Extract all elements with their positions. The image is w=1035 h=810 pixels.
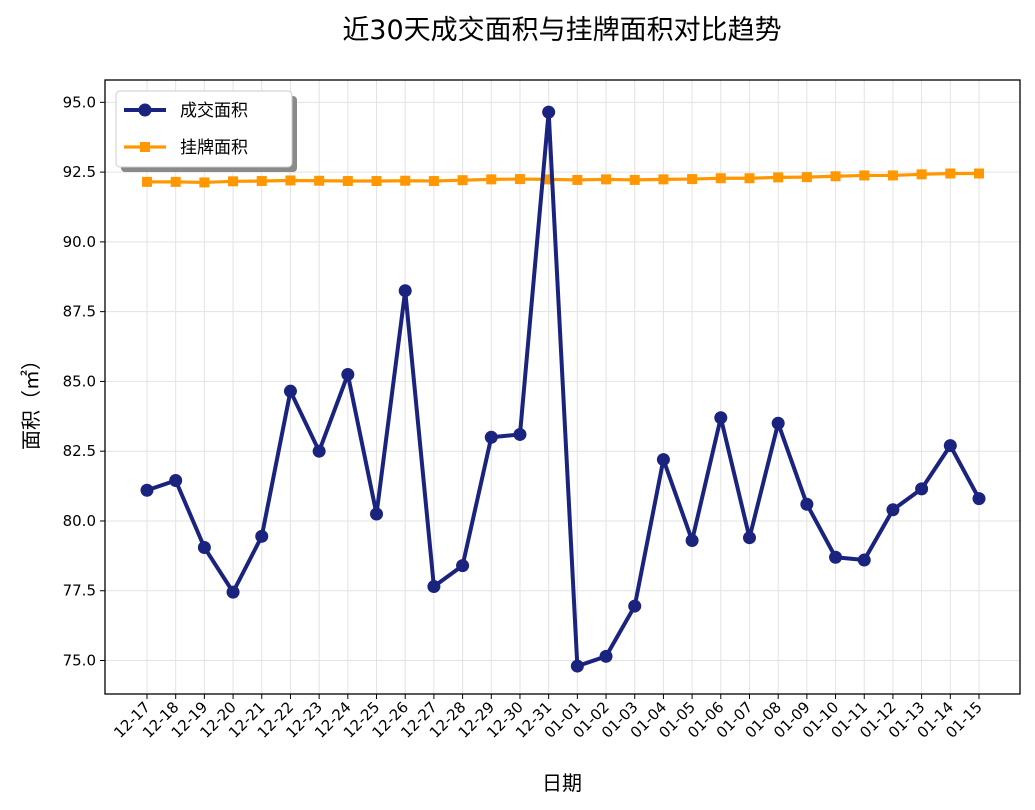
data-point	[570, 659, 584, 673]
data-point	[484, 430, 498, 444]
series-listing-area	[142, 168, 984, 188]
y-tick-label: 77.5	[63, 582, 96, 600]
data-point	[169, 473, 183, 487]
data-point	[744, 173, 755, 184]
data-point	[771, 416, 785, 430]
data-point	[456, 559, 470, 573]
data-point	[629, 174, 640, 185]
series-layer	[140, 105, 986, 673]
y-axis: 75.0 77.5 80.0 82.5 85.0 87.5 90.0 92.5 95.0	[63, 93, 105, 670]
data-point	[945, 168, 956, 179]
data-point	[199, 177, 210, 188]
data-point	[514, 174, 525, 185]
data-point	[916, 169, 927, 180]
data-point	[513, 427, 527, 441]
data-point	[457, 175, 468, 186]
data-point	[314, 175, 325, 186]
legend-label: 成交面积	[180, 101, 248, 121]
data-point	[857, 553, 871, 567]
y-axis-label: 面积（㎡）	[19, 350, 43, 450]
data-point	[370, 507, 384, 521]
data-point	[742, 531, 756, 545]
data-point	[800, 497, 814, 511]
y-tick-label: 92.5	[63, 163, 96, 181]
data-point	[283, 384, 297, 398]
plot-frame	[104, 79, 1021, 695]
legend-marker	[140, 142, 150, 152]
data-point	[427, 580, 441, 594]
data-point	[886, 503, 900, 517]
data-point	[943, 439, 957, 453]
data-point	[228, 176, 239, 187]
data-point	[915, 482, 929, 496]
data-point	[342, 176, 353, 187]
data-point	[140, 483, 154, 497]
data-point	[170, 176, 181, 187]
legend-marker	[138, 103, 152, 117]
data-point	[486, 174, 497, 185]
y-tick-label: 80.0	[63, 512, 96, 530]
series-deal-area	[140, 105, 986, 673]
data-point	[830, 171, 841, 182]
data-point	[628, 599, 642, 613]
data-point	[829, 550, 843, 564]
data-point	[656, 453, 670, 467]
data-point	[887, 170, 898, 181]
data-point	[312, 444, 326, 458]
data-point	[398, 284, 412, 298]
data-point	[255, 529, 269, 543]
data-point	[542, 105, 556, 119]
y-tick-label: 90.0	[63, 233, 96, 251]
y-tick-label: 87.5	[63, 303, 96, 321]
data-point	[371, 176, 382, 187]
data-point	[715, 173, 726, 184]
data-point	[859, 170, 870, 181]
data-point	[714, 411, 728, 425]
data-point	[974, 168, 984, 179]
data-point	[972, 492, 986, 506]
data-point	[543, 174, 554, 185]
data-point	[801, 172, 812, 183]
y-tick-label: 95.0	[63, 93, 96, 111]
data-point	[599, 649, 613, 663]
data-point	[687, 174, 698, 185]
legend-label: 挂牌面积	[180, 138, 248, 158]
data-point	[341, 367, 355, 381]
data-point	[197, 540, 211, 554]
data-point	[256, 176, 267, 187]
data-point	[142, 176, 152, 187]
data-point	[226, 585, 240, 599]
y-tick-label: 75.0	[63, 652, 96, 670]
data-point	[601, 174, 612, 185]
x-axis-label: 日期	[542, 771, 582, 795]
data-point	[572, 174, 583, 185]
data-point	[658, 174, 669, 185]
data-point	[685, 534, 699, 547]
y-tick-label: 82.5	[63, 442, 96, 460]
data-point	[400, 175, 411, 186]
data-point	[773, 172, 784, 183]
data-point	[428, 176, 439, 187]
data-point	[285, 175, 296, 186]
y-tick-label: 85.0	[63, 372, 96, 390]
chart-title: 近30天成交面积与挂牌面积对比趋势	[342, 15, 781, 46]
